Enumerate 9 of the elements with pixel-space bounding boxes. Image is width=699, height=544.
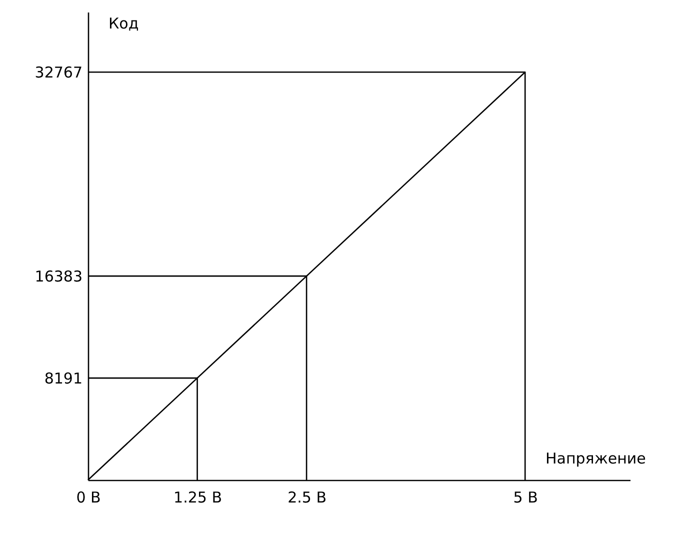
x-tick-label: 1.25 В: [174, 488, 222, 506]
y-tick-label: 8191: [44, 370, 82, 388]
x-tick-label: 5 В: [513, 488, 538, 506]
x-tick-label: 0 В: [76, 488, 101, 506]
y-axis-title: Код: [108, 14, 139, 32]
x-axis-title: Напряжение: [546, 450, 646, 468]
y-tick-label: 32767: [34, 64, 82, 82]
x-tick-label: 2.5 В: [288, 488, 327, 506]
y-tick-label: 16383: [34, 268, 82, 286]
